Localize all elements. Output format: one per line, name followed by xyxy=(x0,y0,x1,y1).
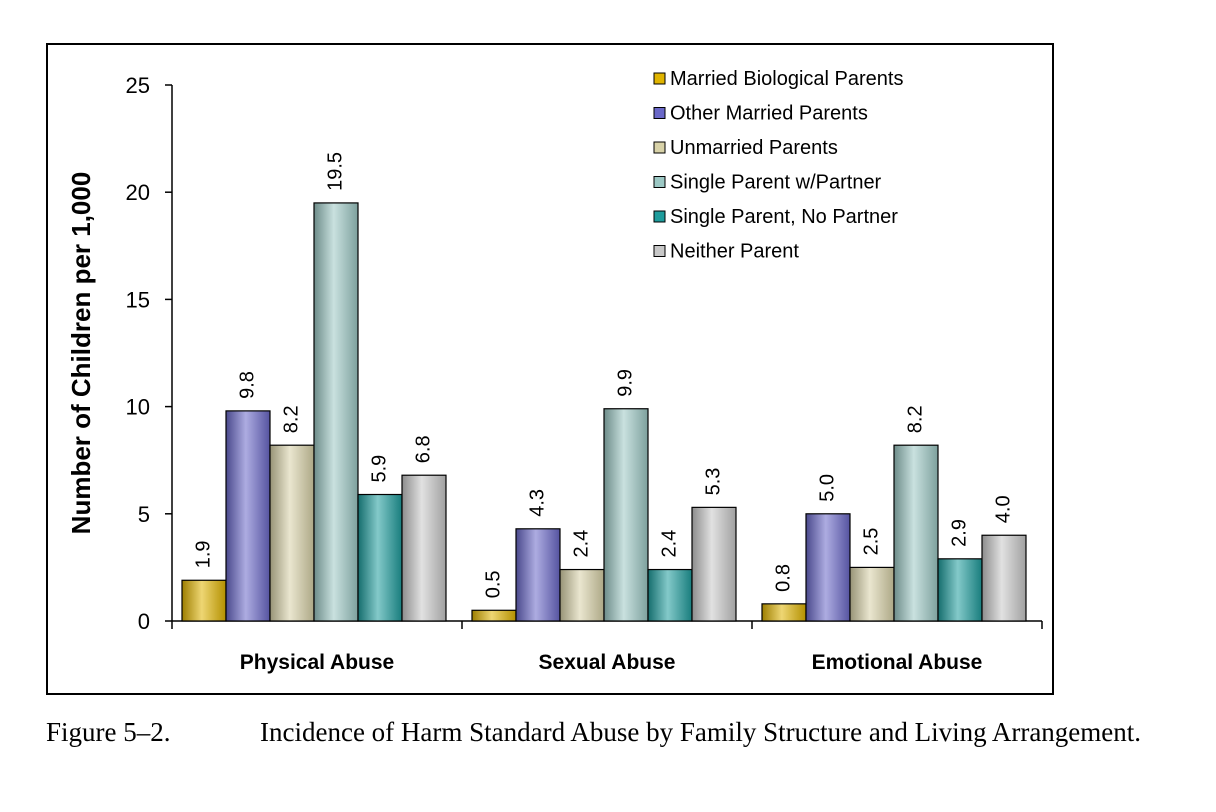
data-label: 5.0 xyxy=(816,474,838,502)
legend-label: Single Parent, No Partner xyxy=(670,206,898,228)
legend-swatch xyxy=(653,210,666,223)
bar-1-2 xyxy=(225,410,271,622)
bar-chart: 0 5 10 15 20 25 Number of Children per 1,000 1… xyxy=(66,68,1043,674)
data-label: 9.9 xyxy=(614,369,636,397)
bar-3-6 xyxy=(981,534,1027,622)
data-label: 2.5 xyxy=(860,528,882,556)
data-label: 8.2 xyxy=(904,405,926,433)
data-label: 2.4 xyxy=(658,530,680,558)
bar-2-6 xyxy=(691,506,737,622)
bar-2-1 xyxy=(471,609,517,622)
data-label: 8.2 xyxy=(280,405,302,433)
data-label: 0.5 xyxy=(482,570,504,598)
bar-3-4 xyxy=(893,444,939,622)
legend-label: Other Married Parents xyxy=(670,103,868,125)
bar-3-1 xyxy=(761,603,807,622)
data-label: 5.3 xyxy=(702,468,724,496)
data-label: 2.4 xyxy=(570,530,592,558)
legend-label: Unmarried Parents xyxy=(670,137,838,159)
y-tick-label: 25 xyxy=(126,73,150,98)
bar-1-3 xyxy=(269,444,315,622)
bar-3-5 xyxy=(937,558,983,622)
legend-swatch xyxy=(653,141,666,154)
x-category-label: Emotional Abuse xyxy=(812,651,983,674)
data-label: 4.3 xyxy=(526,489,548,517)
bar-1-1 xyxy=(181,579,227,622)
legend-swatch xyxy=(653,72,666,85)
chart-frame: 0 5 10 15 20 25 Number of Children per 1,000 1… xyxy=(46,43,1054,695)
data-label: 5.9 xyxy=(368,455,390,483)
legend-swatch xyxy=(653,107,666,119)
data-label: 6.8 xyxy=(412,435,434,463)
data-label: 9.8 xyxy=(236,371,258,399)
y-tick-label: 0 xyxy=(138,609,150,634)
data-label: 19.5 xyxy=(324,152,346,191)
bar-2-3 xyxy=(559,568,605,622)
legend-label: Neither Parent xyxy=(670,241,799,263)
legend-swatch xyxy=(653,176,666,188)
bar-2-4 xyxy=(603,408,649,622)
legend-label: Single Parent w/Partner xyxy=(670,172,882,194)
figure-caption: Incidence of Harm Standard Abuse by Fami… xyxy=(260,717,1142,747)
y-axis-title: Number of Children per 1,000 xyxy=(66,172,96,535)
x-category-label: Physical Abuse xyxy=(240,651,394,674)
data-label: 0.8 xyxy=(772,564,794,592)
legend-swatch xyxy=(653,245,666,257)
bar-1-6 xyxy=(401,474,447,622)
data-label: 4.0 xyxy=(992,495,1014,523)
bar-3-3 xyxy=(849,566,895,622)
data-label: 1.9 xyxy=(192,540,214,568)
bar-1-5 xyxy=(357,493,403,622)
data-label: 2.9 xyxy=(948,519,970,547)
bar-2-5 xyxy=(647,568,693,622)
bar-3-2 xyxy=(805,513,851,622)
x-category-label: Sexual Abuse xyxy=(539,651,676,674)
legend-label: Married Biological Parents xyxy=(670,68,903,90)
bar-2-2 xyxy=(515,528,561,622)
bar-1-4 xyxy=(313,202,359,622)
y-tick-label: 5 xyxy=(138,502,150,527)
figure-label: Figure 5–2. xyxy=(46,717,171,747)
y-tick-label: 15 xyxy=(126,287,150,312)
y-tick-label: 10 xyxy=(126,395,150,420)
y-tick-label: 20 xyxy=(126,180,150,205)
